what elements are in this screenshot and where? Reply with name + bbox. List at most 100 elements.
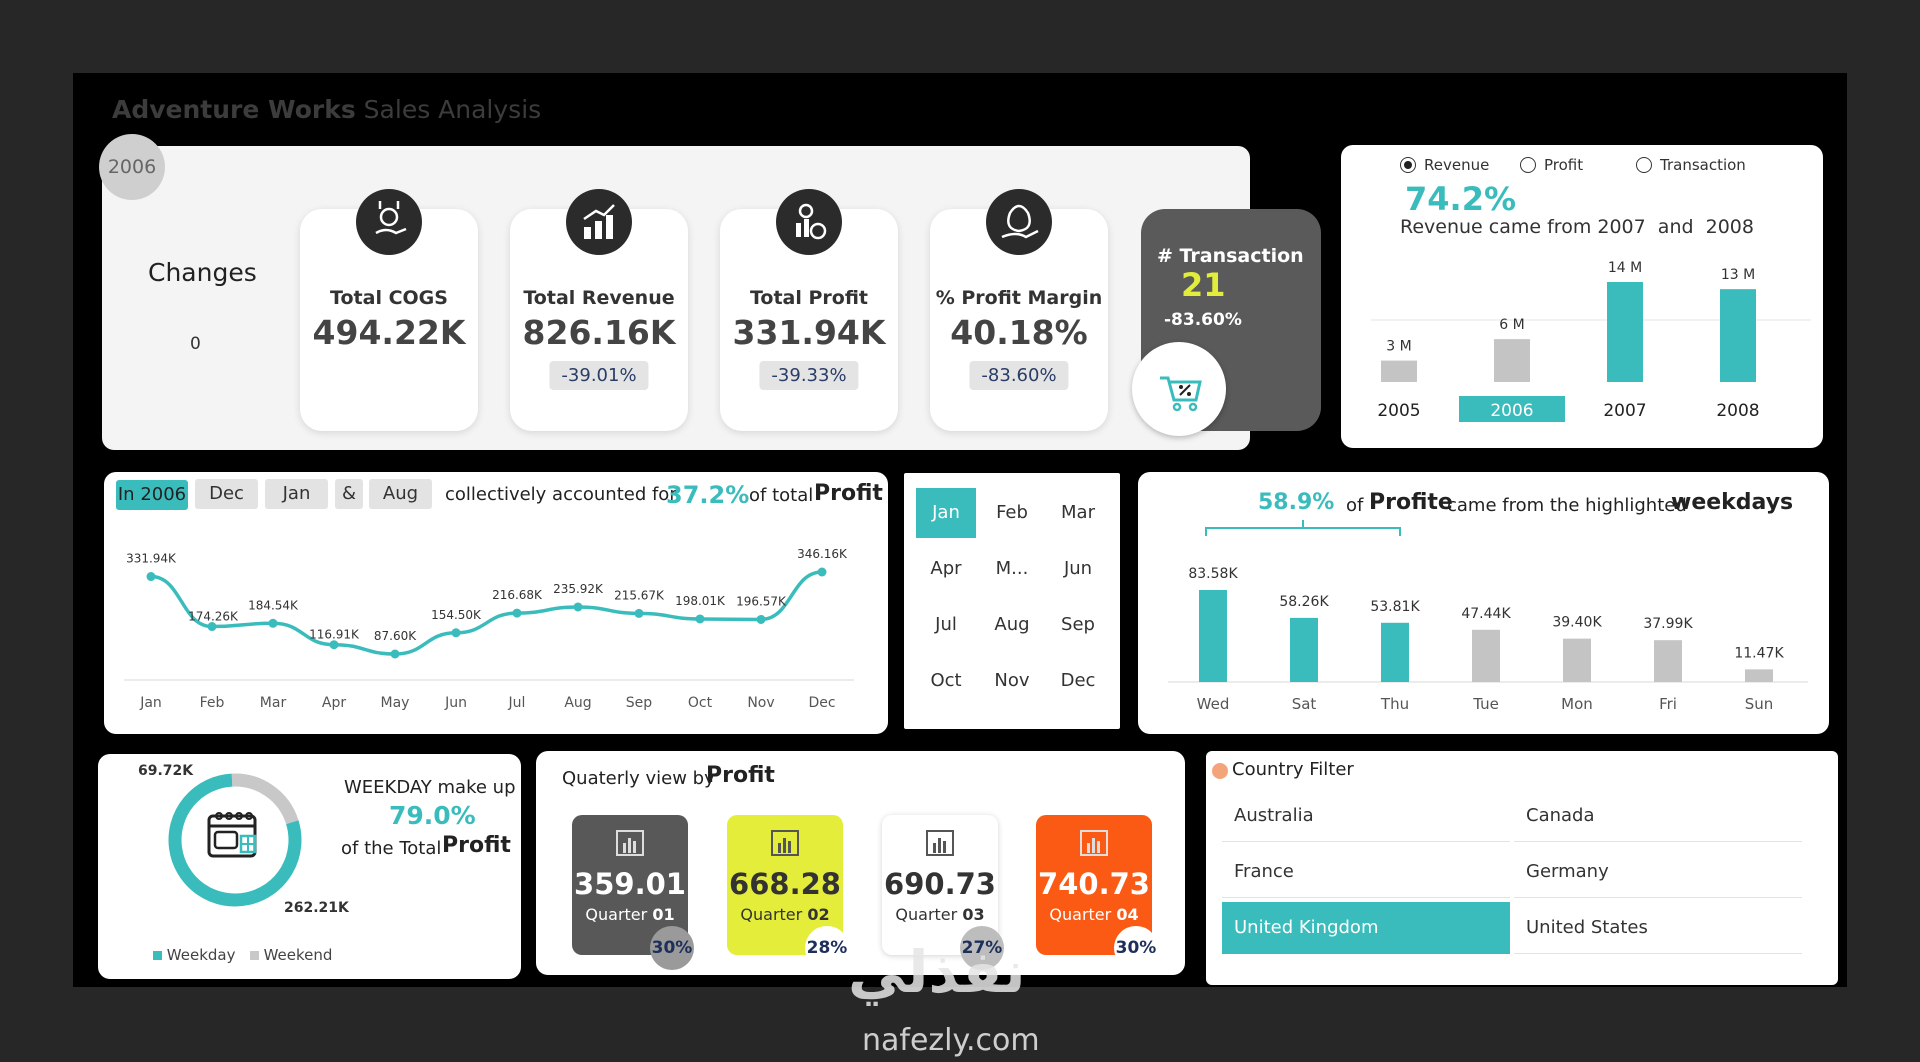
month-button-7[interactable]: Jul [935,614,957,635]
quarter-label: Quarter 03 [882,905,998,924]
legend-swatch-weekday [153,951,162,960]
country-item-canada[interactable]: Canada [1514,790,1802,842]
year-bar-2007[interactable] [1607,282,1643,382]
kpi-value: 494.22K [312,313,466,352]
month-button-8[interactable]: Aug [994,614,1030,635]
month-button-10[interactable]: Oct [930,670,962,691]
year-badge[interactable]: 2006 [99,134,165,200]
quarter-label: Quarter 04 [1036,905,1152,924]
country-item-france[interactable]: France [1222,846,1510,898]
year-axis-label[interactable]: 2006 [1490,401,1533,421]
weekday-bar-label: 83.58K [1188,566,1238,582]
radio-revenue[interactable] [1400,157,1416,173]
year-bar-label: 3 M [1386,339,1411,355]
month-button-3[interactable]: Mar [1061,502,1095,523]
line-point-Jul[interactable] [512,608,522,618]
kpi-value: 826.16K [522,313,676,352]
donut-slice-weekday[interactable] [168,773,302,907]
weekday-bar-Sat[interactable] [1290,617,1318,682]
quarter-card-4[interactable]: 740.73 Quarter 04 [1036,815,1152,955]
chip-year[interactable]: In 2006 [116,480,188,510]
month-button-4[interactable]: Apr [930,558,962,579]
year-bar-2005[interactable] [1381,360,1417,382]
weekday-bar-Thu[interactable] [1381,622,1409,682]
weekday-pct: 58.9% [1258,490,1335,515]
month-button-11[interactable]: Nov [994,670,1030,691]
weekday-panel [1138,472,1829,734]
radio-transaction[interactable] [1636,157,1652,173]
money-bag-icon [986,189,1052,255]
month-button-12[interactable]: Dec [1060,670,1096,691]
monthly-text3: Profit [814,481,883,506]
x-tick-label: Jun [444,695,467,711]
kpi-change-badge: -83.60% [969,361,1069,390]
line-point-Oct[interactable] [695,614,705,624]
column-chart-icon [770,829,800,857]
line-point-Feb[interactable] [207,622,217,632]
weekday-bar-label: 58.26K [1279,594,1329,610]
line-point-Nov[interactable] [756,614,766,624]
country-item-united-kingdom[interactable]: United Kingdom [1222,902,1510,954]
country-item-australia[interactable]: Australia [1222,790,1510,842]
weekday-axis-label: Sat [1292,695,1317,713]
kpi-label: % Profit Margin [935,287,1103,309]
page-title: Adventure Works Sales Analysis [112,95,542,124]
weekday-donut-chart [168,773,302,907]
country-item-united-states[interactable]: United States [1514,902,1802,954]
year-bar-label: 14 M [1608,260,1642,276]
chip-jan[interactable]: Jan [265,479,328,509]
weekday-bar-Fri[interactable] [1654,640,1682,682]
line-point-Mar[interactable] [268,618,278,628]
line-point-Aug[interactable] [573,602,583,612]
year-selected-highlight[interactable] [1459,396,1565,422]
weekday-bar-Wed[interactable] [1199,590,1227,682]
country-filter-dot [1212,763,1228,779]
chip-aug[interactable]: Aug [369,479,432,509]
chip-dec[interactable]: Dec [195,479,258,509]
line-point-Jan[interactable] [146,572,156,582]
donut-top-label: 69.72K [138,763,194,779]
profit-line [150,570,823,656]
month-button-1[interactable]: Jan [916,488,976,538]
year-axis-label[interactable]: 2008 [1716,401,1759,421]
line-point-Sep[interactable] [634,608,644,618]
quarter-share-badge: 27% [960,926,1004,970]
month-button-9[interactable]: Sep [1061,614,1095,635]
radio-label-profit: Profit [1544,156,1584,174]
quarter-label-text: Quarter [585,905,653,924]
weekday-bar-label: 39.40K [1552,615,1602,631]
kpi-value: 40.18% [950,313,1088,352]
kpi-label: Total Profit [749,287,869,309]
donut-slice-weekend[interactable] [231,773,299,825]
quarter-number: 03 [962,905,985,924]
radio-profit[interactable] [1520,157,1536,173]
month-button-6[interactable]: Jun [1063,558,1093,579]
quarter-value: 668.28 [729,867,841,901]
x-tick-label: Apr [322,695,346,711]
kpi-change-badge: -39.33% [759,361,859,390]
quarter-share-badge: 30% [1114,926,1158,970]
cart-icon [1132,342,1226,436]
weekday-bar-Tue[interactable] [1472,629,1500,682]
line-point-Dec[interactable] [817,567,827,577]
line-point-Apr[interactable] [329,640,339,650]
year-bar-2008[interactable] [1720,289,1756,382]
year-axis-label[interactable]: 2005 [1377,401,1420,421]
changes-label: Changes [148,258,257,287]
weekday-bar-Mon[interactable] [1563,638,1591,682]
weekday-bar-label: 37.99K [1643,616,1693,632]
line-point-Jun[interactable] [451,628,461,638]
line-point-May[interactable] [390,649,400,659]
bar-chart-icon [925,829,955,857]
month-button-2[interactable]: Feb [996,502,1028,523]
line-data-label: 154.50K [431,608,482,622]
month-button-5[interactable]: M... [995,558,1029,579]
weekday-bar-Sun[interactable] [1745,669,1773,682]
year-bar-chart: 3 M 2005 6 M 2006 14 M 2007 13 M 2008 [1371,260,1811,422]
donut-panel [98,754,521,979]
radio-label-transaction: Transaction [1660,156,1746,174]
quarter-number: 02 [807,905,830,924]
year-axis-label[interactable]: 2007 [1603,401,1646,421]
country-item-germany[interactable]: Germany [1514,846,1802,898]
year-bar-2006[interactable] [1494,339,1530,382]
